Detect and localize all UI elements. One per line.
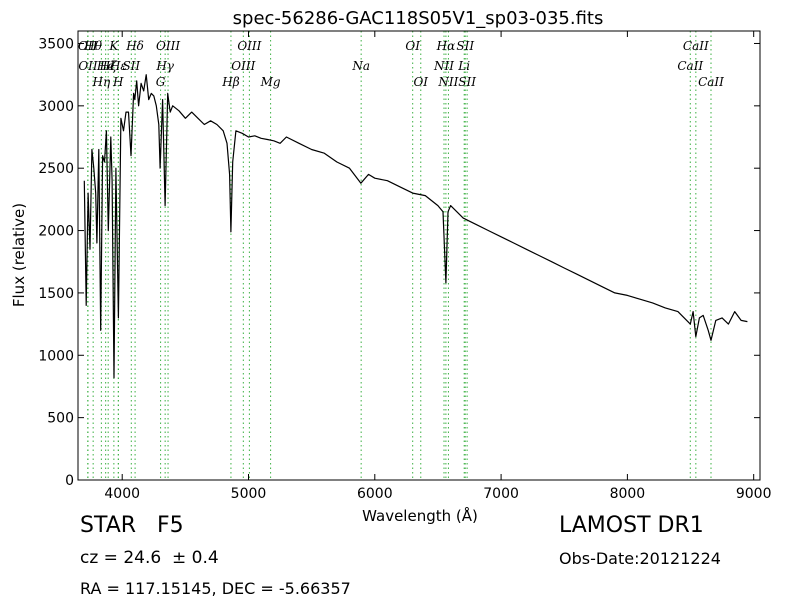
line-label-h-epsilon: Hε bbox=[109, 59, 127, 73]
line-label-oi: OI bbox=[413, 75, 428, 89]
line-label-h-beta: Hβ bbox=[221, 75, 239, 89]
line-label-k: K bbox=[108, 39, 119, 53]
line-label-oii: OII bbox=[78, 59, 98, 73]
line-label-h-alpha: Hα bbox=[436, 39, 456, 53]
line-label-g: G bbox=[156, 75, 166, 89]
x-tick-label: 8000 bbox=[610, 486, 646, 502]
line-label-nii: NII bbox=[433, 59, 454, 73]
y-tick-label: 500 bbox=[47, 411, 74, 427]
spectrum-line bbox=[83, 74, 748, 379]
line-label-oi: OI bbox=[405, 39, 420, 53]
x-axis-label: Wavelength (Å) bbox=[362, 506, 478, 525]
y-tick-label: 1500 bbox=[38, 286, 74, 302]
line-label-h-zeta: Hζ bbox=[99, 59, 118, 73]
x-tick-label: 9000 bbox=[736, 486, 772, 502]
plot-frame bbox=[77, 30, 761, 481]
line-label-h-gamma: Hγ bbox=[155, 59, 174, 73]
y-axis-label: Flux (relative) bbox=[10, 203, 28, 307]
line-label-oiii: OIII bbox=[156, 39, 180, 53]
line-label-oii: OII bbox=[78, 39, 98, 53]
y-tick-label: 2500 bbox=[38, 161, 74, 177]
y-tick-label: 3500 bbox=[38, 36, 74, 52]
line-label-caii: CaII bbox=[677, 59, 703, 73]
y-tick-label: 0 bbox=[65, 473, 74, 489]
line-label-nii: NII bbox=[437, 75, 458, 89]
line-label-caii: CaII bbox=[683, 39, 709, 53]
survey-name: LAMOST DR1 bbox=[559, 513, 704, 538]
line-label-na: Na bbox=[351, 59, 370, 73]
line-label-h-theta: Hθ bbox=[83, 39, 102, 53]
line-label-he: He bbox=[96, 59, 115, 73]
redshift-cz: cz = 24.6 ± 0.4 bbox=[80, 548, 219, 568]
line-label-oiii: OIII bbox=[237, 39, 261, 53]
line-label-sii: SII bbox=[122, 59, 140, 73]
line-label-h: H bbox=[112, 75, 124, 89]
star-class: STAR F5 bbox=[80, 513, 184, 538]
x-tick-label: 5000 bbox=[231, 486, 267, 502]
line-label-sii: SII bbox=[456, 39, 474, 53]
line-label-li: Li bbox=[457, 59, 470, 73]
line-label-mg: Mg bbox=[260, 75, 281, 89]
chart-title: spec-56286-GAC118S05V1_sp03-035.fits bbox=[233, 8, 604, 29]
x-tick-label: 4000 bbox=[104, 486, 140, 502]
y-tick-label: 1000 bbox=[38, 348, 74, 364]
y-tick-label: 2000 bbox=[38, 224, 74, 240]
observation-date: Obs-Date:20121224 bbox=[559, 549, 721, 568]
line-label-oiii: OIII bbox=[231, 59, 255, 73]
line-label-sii: SII bbox=[458, 75, 476, 89]
line-label-caii: CaII bbox=[698, 75, 724, 89]
y-tick-label: 3000 bbox=[38, 99, 74, 115]
line-label-h-delta: Hδ bbox=[125, 39, 144, 53]
x-tick-label: 6000 bbox=[357, 486, 393, 502]
line-label-h-eta: Hη bbox=[92, 75, 111, 89]
x-tick-label: 7000 bbox=[483, 486, 519, 502]
ra-dec-coordinates: RA = 117.15145, DEC = -5.66357 bbox=[80, 579, 351, 598]
